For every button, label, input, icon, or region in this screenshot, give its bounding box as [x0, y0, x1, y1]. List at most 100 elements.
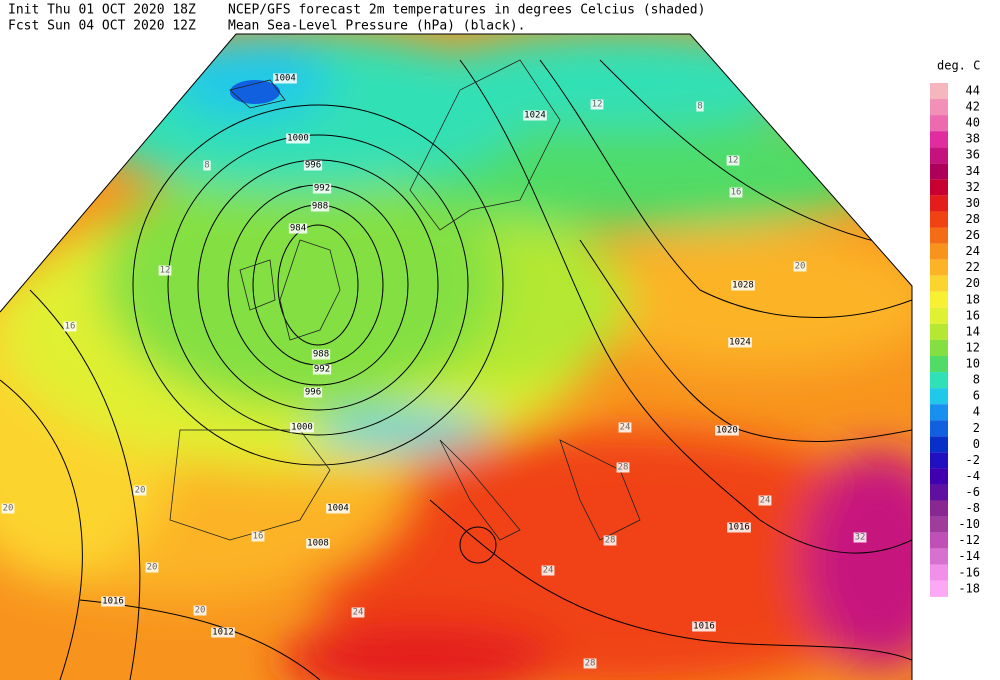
colorbar-swatch [930, 532, 948, 549]
colorbar-label: -12 [958, 533, 980, 547]
colorbar-swatch [930, 468, 948, 485]
temperature-label-box [541, 565, 555, 576]
pressure-label-box [692, 621, 716, 632]
colorbar-swatch [930, 115, 948, 132]
colorbar-label: 10 [966, 357, 980, 371]
colorbar-swatch [930, 580, 948, 597]
temperature-label: 28 [618, 463, 629, 473]
temperature-label-box [63, 321, 77, 332]
colorbar-label: 28 [966, 212, 980, 226]
pressure-label: 1016 [102, 597, 124, 607]
colorbar-label: 40 [966, 116, 980, 130]
colorbar-label: 34 [966, 164, 980, 178]
pressure-label: 1004 [327, 504, 349, 514]
temperature-label-box [351, 607, 365, 618]
colorbar-label: 38 [966, 132, 980, 146]
colorbar-label: -10 [958, 517, 980, 531]
temperature-label-box [145, 562, 159, 573]
temperature-label-box [590, 99, 604, 110]
temperature-label: 16 [731, 188, 742, 198]
colorbar-swatch [930, 163, 948, 180]
pressure-label-box [311, 349, 331, 360]
temperature-label: 28 [605, 536, 616, 546]
colorbar-label: -18 [958, 581, 980, 595]
map-frame [0, 33, 913, 680]
temperature-label: 24 [620, 423, 631, 433]
pressure-label: 996 [305, 388, 321, 398]
colorbar-swatch [930, 99, 948, 116]
colorbar-label: 12 [966, 340, 980, 354]
temperature-label: 32 [855, 533, 866, 543]
colorbar-swatch [930, 131, 948, 148]
temperature-label-box [133, 485, 147, 496]
colorbar-swatch [930, 82, 948, 100]
pressure-label-box [101, 596, 125, 607]
temperature-label-box [583, 658, 597, 669]
pressure-label-box [715, 425, 739, 436]
pressure-label: 1016 [693, 622, 715, 632]
colorbar-swatch [930, 564, 948, 581]
pressure-label: 1012 [212, 628, 234, 638]
pressure-label: 988 [313, 350, 329, 360]
pressure-label-box [728, 337, 752, 348]
temperature-label-box [158, 265, 172, 276]
temperature-label-box [251, 531, 265, 542]
temperature-label-box [616, 462, 630, 473]
temperature-shading [0, 34, 912, 680]
colorbar-label: 4 [973, 405, 980, 419]
forecast-time: Fcst Sun 04 OCT 2020 12Z [8, 19, 196, 34]
colorbar-label: 44 [966, 84, 980, 98]
temperature-label: 12 [592, 100, 603, 110]
temperature-label: 20 [795, 262, 806, 272]
colorbar-swatch [930, 195, 948, 212]
pressure-label: 992 [314, 184, 330, 194]
temperature-label: 12 [728, 156, 739, 166]
colorbar-label: 42 [966, 100, 980, 114]
pressure-label-box [523, 110, 547, 121]
temperature-label: 12 [160, 266, 171, 276]
colorbar-swatch [930, 500, 948, 517]
legend-title: deg. C [937, 59, 980, 73]
colorbar-swatch [930, 259, 948, 276]
colorbar-swatch [930, 516, 948, 533]
pressure-label: 1000 [291, 423, 313, 433]
colorbar-label: 6 [973, 389, 980, 403]
temperature-label-box [758, 495, 772, 506]
colorbar-label: 0 [973, 437, 980, 451]
pressure-label-box [310, 201, 330, 212]
pressure-label-box [286, 133, 310, 144]
pressure-label-box [731, 280, 755, 291]
colorbar-swatch [930, 211, 948, 228]
temperature-label-box [793, 261, 807, 272]
colorbar-swatch [930, 436, 948, 453]
colorbar-swatch [930, 275, 948, 292]
temperature-label: 8 [204, 161, 209, 171]
colorbar-label: -2 [966, 453, 980, 467]
temperature-label-box [193, 605, 207, 616]
colorbar-label: 22 [966, 260, 980, 274]
temperature-label: 20 [147, 563, 158, 573]
colorbar-swatch [930, 291, 948, 308]
temperature-label: 20 [195, 606, 206, 616]
temperature-label-box [729, 187, 743, 198]
pressure-label-box [273, 73, 297, 84]
colorbar-label: 20 [966, 276, 980, 290]
field-description: NCEP/GFS forecast 2m temperatures in deg… [228, 3, 705, 18]
colorbar-label: 8 [973, 373, 980, 387]
temperature-label: 8 [697, 102, 702, 112]
temperature-label-box [696, 101, 704, 112]
temperature-label: 16 [65, 322, 76, 332]
coastlines [169, 59, 641, 541]
pressure-label-box [312, 364, 332, 375]
pressure-label-box [326, 503, 350, 514]
colorbar-swatch [930, 372, 948, 389]
colorbar-label: -6 [966, 485, 980, 499]
colorbar: 4442403836343230282624222018161412108642… [930, 82, 980, 597]
temperature-label-box [1, 503, 15, 514]
pressure-label-box [727, 522, 751, 533]
colorbar-label: 30 [966, 196, 980, 210]
colorbar-label: 26 [966, 228, 980, 242]
pressure-label: 1008 [307, 539, 329, 549]
temperature-label: 20 [3, 504, 14, 514]
